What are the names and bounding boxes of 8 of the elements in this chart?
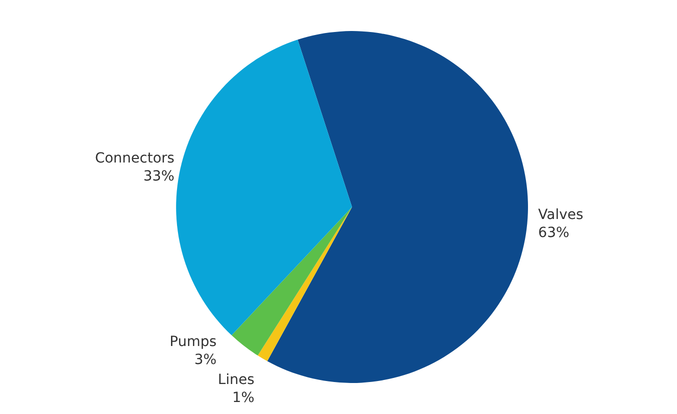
slice-label: Pumps [170, 334, 217, 350]
slice-label: Valves [538, 207, 584, 224]
data-label: 63% [538, 225, 570, 242]
data-label: 33% [143, 168, 174, 184]
data-label: 1% [232, 390, 254, 406]
data-label: 3% [194, 352, 217, 368]
slice-label: Connectors [94, 150, 174, 166]
slice-label: Lines [218, 372, 254, 388]
